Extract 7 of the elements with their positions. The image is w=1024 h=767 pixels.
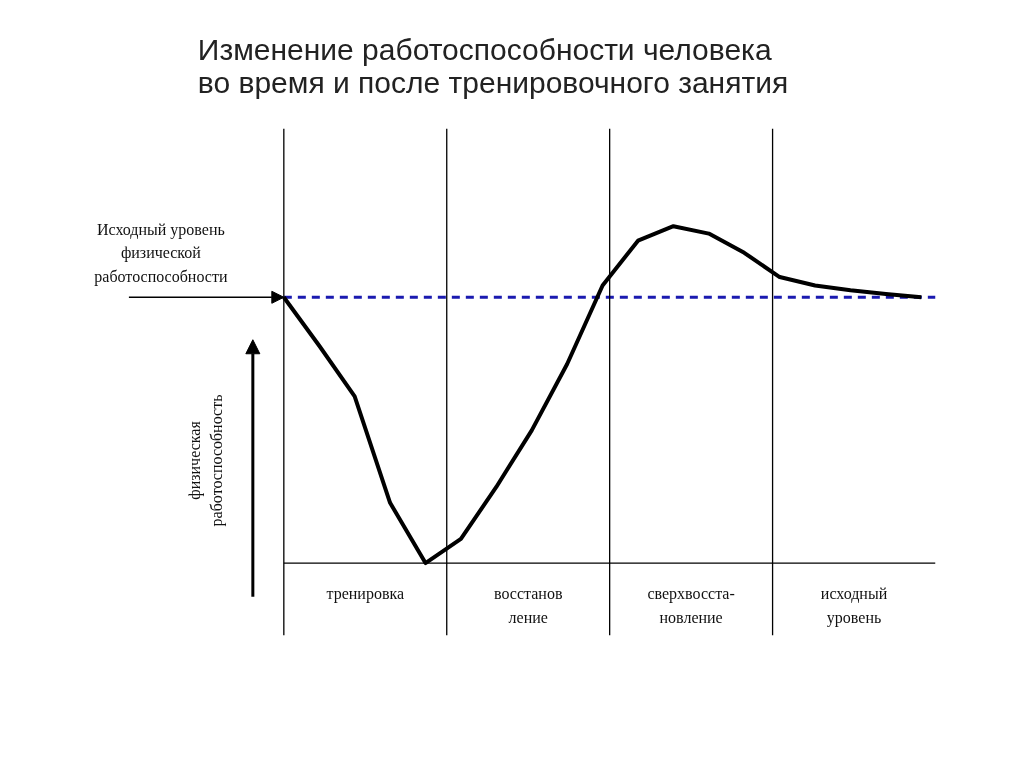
text: восстанов ление — [493, 584, 563, 626]
text: исходный уровень — [820, 584, 888, 627]
ref-line-label: Исходный уровень физической работоспособности — [94, 220, 228, 287]
text: тренировка — [326, 584, 405, 603]
chart-title: Изменение работоспособности человека во время и после тренировочного занятия — [197, 32, 789, 99]
text: сверхвосста- новление — [647, 584, 735, 626]
y-axis-title: физическая работоспособность — [186, 394, 227, 527]
